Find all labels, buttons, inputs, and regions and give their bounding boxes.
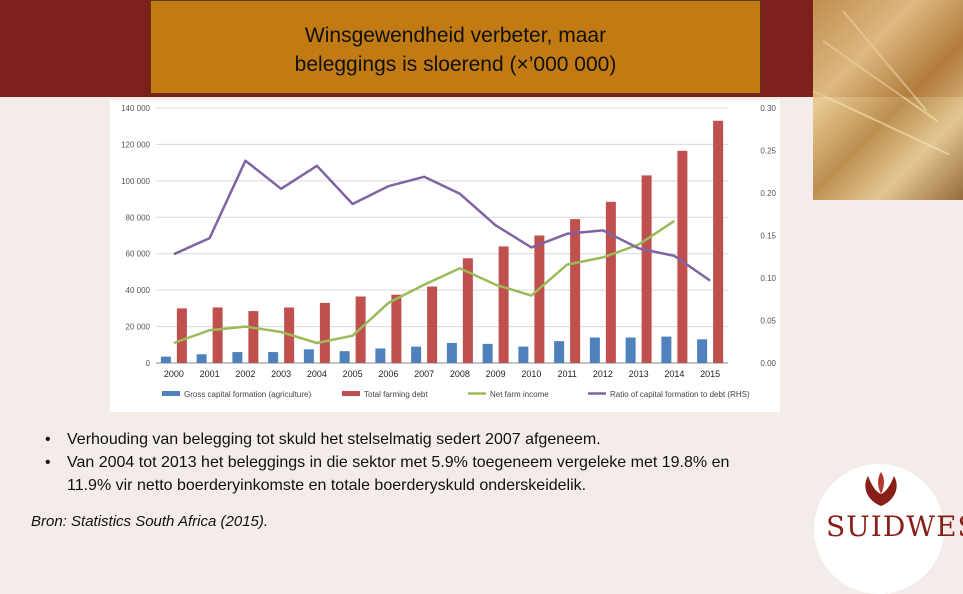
y-right-tick-label: 0.25 (760, 147, 776, 156)
y-left-tick-label: 140 000 (121, 104, 150, 113)
y-left-tick-label: 120 000 (121, 140, 150, 149)
x-tick-label: 2015 (700, 369, 720, 379)
y-left-tick-label: 60 000 (126, 250, 151, 259)
bar-total-farming-debt (319, 302, 330, 363)
bar-gross-capital-formation (196, 354, 207, 363)
x-tick-label: 2008 (450, 369, 470, 379)
x-tick-label: 2013 (629, 369, 649, 379)
bar-gross-capital-formation (482, 343, 493, 363)
bullet-marker: • (45, 431, 51, 448)
x-tick-label: 2014 (664, 369, 684, 379)
y-left-tick-label: 80 000 (126, 213, 151, 222)
x-tick-label: 2001 (200, 369, 220, 379)
chart-panel: 0 20 000 40 000 60 000 80 000 100 000 120 000 1… (110, 100, 780, 412)
wheat-image (812, 0, 963, 200)
x-tick-label: 2010 (521, 369, 541, 379)
legend-swatch (342, 391, 360, 396)
x-tick-label: 2004 (307, 369, 327, 379)
bar-gross-capital-formation (518, 346, 529, 363)
y-right-tick-label: 0.10 (760, 274, 776, 283)
legend-label: Gross capital formation (agriculture) (184, 390, 311, 399)
bar-total-farming-debt (570, 219, 581, 363)
x-tick-label: 2002 (235, 369, 255, 379)
bullet-list: • Verhouding van belegging tot skuld het… (45, 428, 845, 497)
y-right-tick-label: 0.05 (760, 317, 776, 326)
bar-gross-capital-formation (589, 337, 600, 363)
bar-gross-capital-formation (697, 339, 708, 363)
bar-gross-capital-formation (160, 356, 171, 363)
tulip-icon (865, 472, 897, 506)
bar-total-farming-debt (212, 307, 223, 363)
source-note: Bron: Statistics South Africa (2015). (31, 513, 269, 530)
bullet-text-2: Van 2004 tot 2013 het beleggings in die … (67, 454, 730, 471)
bar-total-farming-debt (677, 150, 688, 363)
bar-total-farming-debt (605, 201, 616, 363)
y-right-tick-label: 0.15 (760, 232, 776, 241)
y-left-tick-label: 20 000 (126, 323, 151, 332)
legend-label: Net farm income (490, 390, 549, 399)
bullet-text-2-cont: 11.9% vir netto boerderyinkomste en tota… (67, 477, 587, 494)
y-right-tick-label: 0.00 (760, 359, 776, 368)
series-line-ratio (173, 159, 711, 282)
bar-gross-capital-formation (661, 336, 672, 363)
series-line-net-farm-income (173, 219, 676, 345)
bar-total-farming-debt (534, 235, 545, 363)
suidwes-logo: SUIDWES (808, 458, 963, 594)
bar-gross-capital-formation (303, 349, 314, 363)
logo-text: SUIDWES (826, 510, 963, 543)
bar-total-farming-debt (427, 286, 438, 363)
x-tick-label: 2011 (557, 369, 576, 379)
legend-label: Ratio of capital formation to debt (RHS) (610, 390, 750, 399)
legend-label: Total farming debt (364, 390, 428, 399)
x-tick-label: 2000 (164, 369, 184, 379)
y-left-tick-label: 40 000 (126, 286, 151, 295)
slide-title: Winsgewendheid verbeter, maar beleggings… (150, 0, 761, 94)
x-tick-label: 2007 (414, 369, 434, 379)
bullet-item-2: • Van 2004 tot 2013 het beleggings in di… (45, 451, 845, 497)
bar-gross-capital-formation (625, 337, 636, 363)
bar-gross-capital-formation (446, 342, 457, 363)
y-right-tick-label: 0.20 (760, 189, 776, 198)
bar-total-farming-debt (641, 175, 652, 363)
y-left-tick-label: 0 (146, 359, 151, 368)
bar-total-farming-debt (498, 246, 509, 363)
x-tick-label: 2005 (343, 369, 363, 379)
y-right-tick-label: 0.30 (760, 104, 776, 113)
bar-gross-capital-formation (411, 346, 422, 363)
x-tick-label: 2003 (271, 369, 291, 379)
bar-total-farming-debt (248, 311, 259, 363)
chart-svg: 0 20 000 40 000 60 000 80 000 100 000 120 000 1… (121, 104, 776, 399)
y-left-tick-label: 100 000 (121, 177, 150, 186)
bar-gross-capital-formation (268, 352, 279, 363)
title-line-2: beleggings is sloerend (×’000 000) (294, 53, 617, 76)
bar-total-farming-debt (462, 258, 473, 363)
bar-total-farming-debt (176, 308, 187, 363)
x-tick-label: 2009 (486, 369, 506, 379)
bar-total-farming-debt (391, 294, 402, 363)
title-line-1: Winsgewendheid verbeter, maar (304, 24, 607, 47)
x-tick-label: 2006 (378, 369, 398, 379)
x-tick-label: 2012 (593, 369, 613, 379)
legend-swatch (162, 391, 180, 396)
bullet-text-1: Verhouding van belegging tot skuld het s… (67, 431, 601, 448)
bar-total-farming-debt (713, 120, 724, 363)
bar-gross-capital-formation (339, 351, 350, 363)
bar-gross-capital-formation (375, 348, 386, 363)
bullet-marker: • (45, 454, 51, 471)
bullet-item-1: • Verhouding van belegging tot skuld het… (45, 428, 845, 451)
bar-gross-capital-formation (232, 352, 243, 363)
bar-gross-capital-formation (554, 341, 565, 363)
